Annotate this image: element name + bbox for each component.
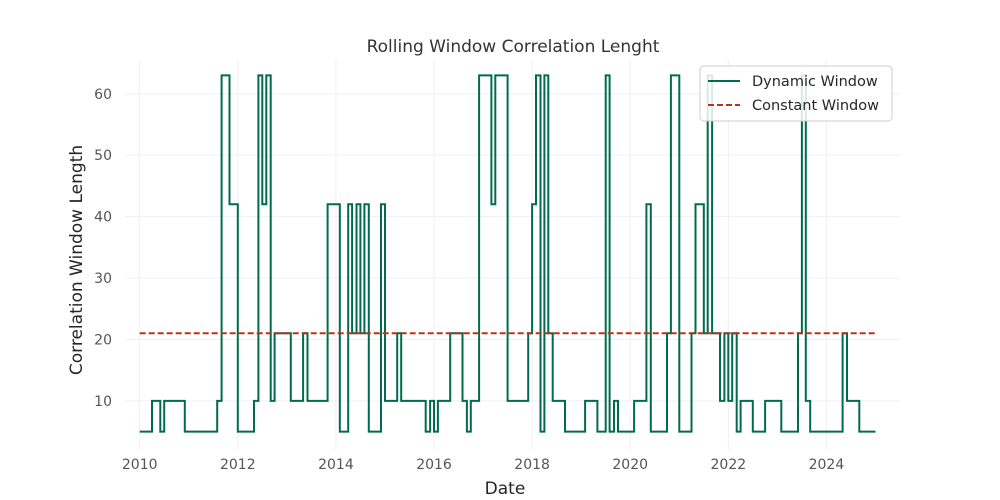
y-tick-label: 10: [94, 394, 112, 410]
x-tick-label: 2018: [514, 457, 550, 473]
y-tick-label: 30: [94, 271, 112, 287]
plot-area: [139, 74, 876, 433]
y-axis-ticks: 10 20 30 40 50 60: [94, 87, 112, 410]
x-axis-ticks: 2010 2012 2014 2016 2018 2020 2022 2024: [122, 457, 844, 473]
x-axis-label: Date: [485, 479, 526, 499]
y-tick-label: 60: [94, 87, 112, 103]
legend-box: [699, 65, 893, 122]
x-tick-label: 2012: [220, 457, 256, 473]
x-tick-label: 2022: [711, 457, 747, 473]
x-tick-label: 2016: [416, 457, 452, 473]
y-axis-label: Correlation Window Length: [67, 145, 87, 375]
x-tick-label: 2024: [809, 457, 845, 473]
x-tick-label: 2014: [318, 457, 354, 473]
y-tick-label: 20: [94, 332, 112, 348]
legend: Dynamic Window Constant Window: [699, 65, 893, 122]
legend-label-dynamic: Dynamic Window: [752, 74, 878, 90]
series-line-dynamic-window: [139, 74, 876, 433]
chart-title: Rolling Window Correlation Lenght: [367, 37, 660, 57]
y-tick-label: 50: [94, 148, 112, 164]
x-tick-label: 2020: [612, 457, 648, 473]
x-tick-label: 2010: [122, 457, 158, 473]
y-tick-label: 40: [94, 210, 112, 226]
legend-label-constant: Constant Window: [752, 98, 879, 114]
